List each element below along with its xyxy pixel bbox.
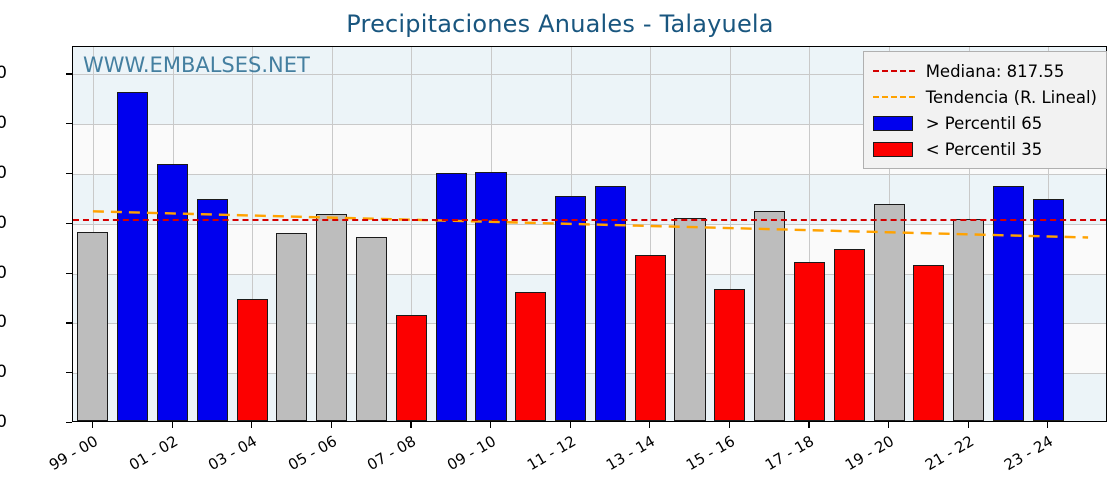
bar: [953, 219, 985, 421]
x-tick-label: 13 - 14: [603, 432, 659, 475]
y-tick-label: 1000: [0, 162, 7, 183]
bar: [873, 203, 905, 421]
bar: [356, 236, 388, 421]
legend-dash-icon: [872, 89, 915, 105]
bar: [475, 172, 507, 421]
bar: [316, 213, 348, 421]
y-tick-label: 0: [0, 412, 7, 432]
x-tick-mark: [1047, 422, 1049, 428]
y-tick-label: 200: [0, 362, 7, 383]
bar: [674, 217, 706, 421]
bar: [117, 91, 149, 421]
bar: [754, 210, 786, 421]
bar: [236, 299, 268, 421]
legend-label: < Percentil 35: [925, 139, 1043, 159]
bar: [793, 262, 825, 421]
y-tick-label: 800: [0, 212, 7, 233]
color-swatch-icon: [872, 142, 913, 157]
bar: [276, 232, 308, 421]
gridline: [73, 273, 1106, 275]
x-tick-mark: [330, 422, 332, 428]
x-tick-label: 05 - 06: [284, 432, 340, 475]
x-tick-label: 23 - 24: [1001, 432, 1057, 475]
x-tick-mark: [489, 422, 492, 428]
x-tick-label: 07 - 08: [364, 432, 420, 475]
bar: [913, 265, 945, 421]
legend-swatch-icon: [872, 141, 915, 157]
bar: [156, 163, 189, 421]
bar: [77, 231, 109, 421]
legend-item: Mediana: 817.55: [872, 58, 1097, 84]
y-tick-mark: [66, 322, 72, 324]
bar: [435, 173, 467, 421]
bar: [395, 315, 427, 421]
x-tick-mark: [171, 422, 173, 428]
gridline: [73, 373, 1106, 375]
y-tick-mark: [66, 372, 72, 374]
y-tick-mark: [66, 73, 72, 75]
bar: [833, 249, 865, 421]
y-tick-label: 400: [0, 312, 7, 333]
bar: [714, 288, 746, 421]
legend-item: Tendencia (R. Lineal): [872, 84, 1097, 110]
median-line: [73, 219, 1106, 222]
page-title: Precipitaciones Anuales - Talayuela: [346, 10, 774, 38]
y-tick-mark: [66, 272, 72, 274]
gridline: [73, 124, 1106, 126]
x-tick-label: 19 - 20: [842, 432, 898, 475]
color-swatch-icon: [872, 116, 913, 131]
bar: [555, 196, 587, 421]
x-tick-label: 15 - 16: [682, 432, 738, 475]
bar: [634, 255, 666, 421]
gridline: [73, 173, 1106, 175]
legend: Mediana: 817.55 Tendencia (R. Lineal) > Pe…: [862, 51, 1107, 169]
gridline: [252, 47, 254, 421]
legend-dash-icon: [872, 63, 915, 79]
x-tick-mark: [649, 422, 651, 428]
y-tick-label: 600: [0, 262, 7, 283]
y-tick-mark: [66, 222, 72, 224]
trend-line-svg: [92, 210, 1089, 239]
dash-icon: [872, 96, 915, 98]
y-tick-mark: [66, 422, 72, 424]
y-tick-label: 1200: [0, 113, 7, 134]
x-tick-mark: [251, 422, 253, 428]
x-tick-mark: [967, 422, 969, 428]
y-tick-label: 1400: [0, 63, 7, 84]
gridline: [809, 47, 811, 421]
x-tick-label: 11 - 12: [523, 432, 579, 475]
x-tick-label: 01 - 02: [125, 432, 181, 475]
x-tick-mark: [569, 422, 571, 428]
y-tick-mark: [66, 172, 72, 175]
x-tick-mark: [410, 422, 412, 428]
x-tick-label: 21 - 22: [921, 432, 977, 475]
dash-icon: [872, 70, 915, 72]
legend-swatch-icon: [872, 115, 915, 131]
gridline: [411, 47, 413, 421]
gridline: [73, 323, 1106, 325]
x-tick-label: 09 - 10: [443, 432, 499, 475]
legend-label: > Percentil 65: [925, 113, 1043, 133]
bar: [515, 292, 547, 421]
x-tick-label: 17 - 18: [762, 432, 818, 475]
legend-item: < Percentil 35: [872, 136, 1097, 162]
legend-label: Mediana: 817.55: [925, 61, 1065, 81]
y-tick-mark: [66, 123, 72, 125]
x-tick-mark: [888, 422, 890, 428]
legend-item: > Percentil 65: [872, 110, 1097, 136]
gridline: [73, 74, 1106, 76]
x-tick-mark: [91, 422, 94, 428]
x-tick-mark: [728, 422, 730, 428]
legend-label: Tendencia (R. Lineal): [925, 87, 1097, 107]
bar: [992, 185, 1024, 421]
x-tick-label: 99 - 00: [45, 432, 101, 475]
watermark-text: WWW.EMBALSES.NET: [83, 53, 310, 77]
bar: [196, 199, 228, 421]
x-tick-mark: [808, 422, 810, 428]
gridline: [650, 47, 652, 421]
x-tick-label: 03 - 04: [205, 432, 261, 475]
gridline: [729, 47, 731, 421]
